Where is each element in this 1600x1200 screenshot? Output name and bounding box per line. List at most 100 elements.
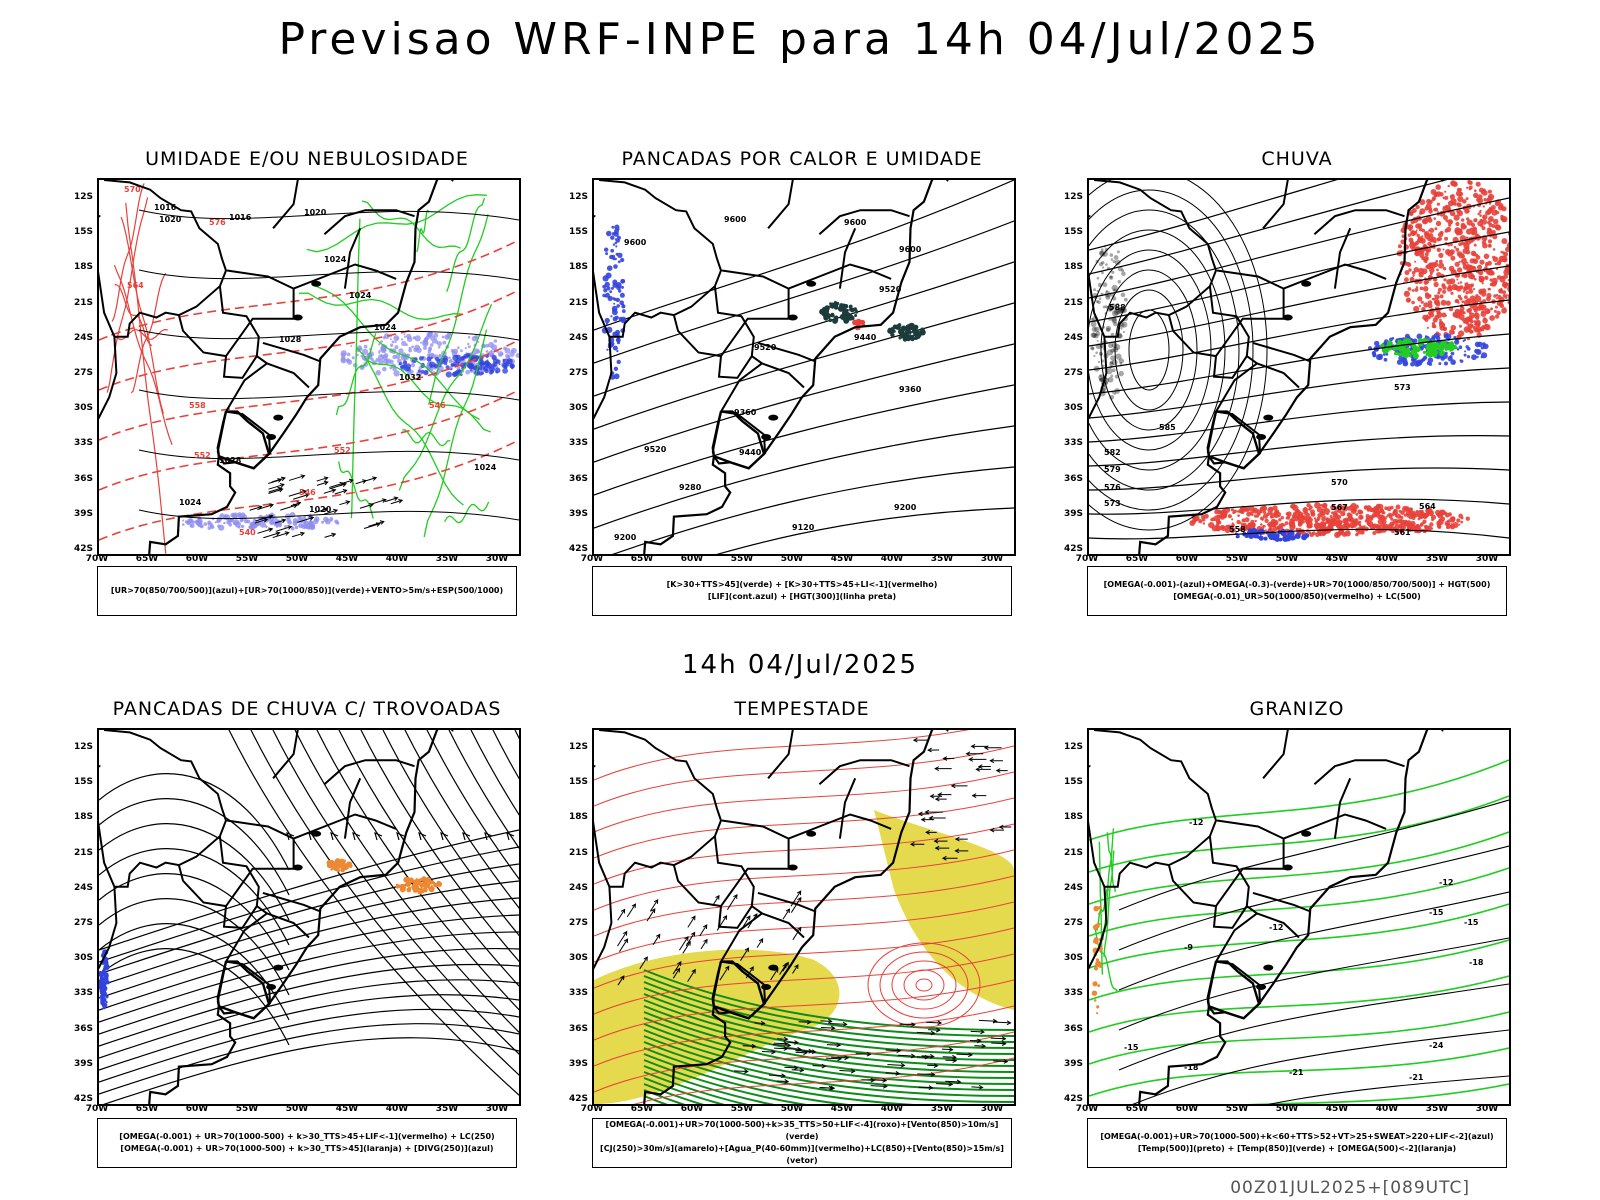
contour-label: 9600 xyxy=(844,218,867,227)
lat-tick: 21S xyxy=(73,847,93,858)
lon-tick: 40W xyxy=(1375,554,1399,564)
lon-tick: 55W xyxy=(730,1104,754,1114)
contour-label: 1024 xyxy=(349,291,372,300)
legend-line: [CJ(250)>30m/s](amarelo)+[Agua_P(40-60mm… xyxy=(600,1144,1004,1165)
legend-line: [OMEGA(-0.001) + UR>70(1000-500) + k>30_… xyxy=(120,1144,494,1153)
lat-tick: 12S xyxy=(1063,192,1083,202)
lat-tick: 24S xyxy=(568,332,588,343)
lat-tick: 27S xyxy=(568,368,588,378)
panel-title-chuva: CHUVA xyxy=(1261,148,1333,170)
contour-label: 9200 xyxy=(614,533,637,542)
lat-tick: 33S xyxy=(73,438,93,449)
lat-tick: 12S xyxy=(73,742,93,752)
height-label: 546 xyxy=(429,401,446,410)
contour-label: -12 xyxy=(1189,818,1203,827)
lat-tick: 27S xyxy=(1063,368,1083,378)
lon-tick: 30W xyxy=(485,554,509,564)
lon-tick: 45W xyxy=(830,1104,854,1114)
contour-label: -15 xyxy=(1124,1043,1139,1052)
contour-label: -15 xyxy=(1429,908,1444,917)
legend-tempestade: [OMEGA(-0.001)+UR>70(1000-500)+k>35_TTS>… xyxy=(592,1118,1012,1168)
lon-tick: 40W xyxy=(385,554,409,564)
lon-tick: 30W xyxy=(485,1104,509,1114)
lon-tick: 30W xyxy=(980,554,1004,564)
lat-tick: 24S xyxy=(73,882,93,893)
lon-tick: 45W xyxy=(830,554,854,564)
lat-tick: 36S xyxy=(568,473,588,484)
contour-label: 9360 xyxy=(734,408,757,417)
lon-tick: 35W xyxy=(930,554,954,564)
height-label: 558 xyxy=(189,401,206,410)
lon-tick: 55W xyxy=(235,1104,259,1114)
lat-tick: 39S xyxy=(73,1058,93,1069)
lat-tick: 15S xyxy=(568,777,588,788)
lon-tick: 45W xyxy=(335,1104,359,1114)
lat-tick: 27S xyxy=(1063,918,1083,928)
mid-title: 14h 04/Jul/2025 xyxy=(682,650,918,680)
lat-tick: 21S xyxy=(73,297,93,308)
contour-label: 1020 xyxy=(304,208,327,217)
lat-tick: 42S xyxy=(1063,1094,1083,1104)
contour-label: 573 xyxy=(1394,383,1411,392)
legend-line: [OMEGA(-0.001)+UR>70(1000-500)+k<60+TTS>… xyxy=(1100,1132,1494,1141)
map-canvas: -12 -12 -15 -12 -18 -15 -9 -18 -21 -21 -24 -15 xyxy=(1089,730,1509,1104)
lon-tick: 50W xyxy=(780,554,804,564)
lat-tick: 12S xyxy=(73,192,93,202)
lon-tick: 30W xyxy=(980,1104,1004,1114)
lon-tick: 50W xyxy=(1275,1104,1299,1114)
lat-tick: 36S xyxy=(1063,473,1083,484)
map-canvas: 1020101610161020102410241028102410321028… xyxy=(99,180,519,554)
lat-tick: 18S xyxy=(568,262,588,273)
lon-tick: 60W xyxy=(185,1104,209,1114)
map-umidade: 1020 1016 1016 1020 1024 1024 1028 1024 1032 1028… xyxy=(97,178,521,556)
panel-title-granizo: GRANIZO xyxy=(1249,698,1345,720)
lat-tick: 42S xyxy=(1063,544,1083,554)
lat-tick: 18S xyxy=(73,812,93,823)
lon-tick: 30W xyxy=(1475,1104,1499,1114)
lat-tick: 27S xyxy=(568,918,588,928)
lat-tick: 15S xyxy=(1063,227,1083,238)
lon-tick: 65W xyxy=(135,1104,159,1114)
map-pancadas-calor: 9600 9600 9600 9600 9520 9520 9440 9440 9360 9520… xyxy=(592,178,1016,556)
map-canvas xyxy=(594,730,1014,1104)
legend-pancadas-trovoadas: [OMEGA(-0.001) + UR>70(1000-500) + k>30_… xyxy=(97,1118,517,1168)
main-title: Previsao WRF-INPE para 14h 04/Jul/2025 xyxy=(278,14,1322,65)
contour-label: -18 xyxy=(1469,958,1484,967)
contour-label: -21 xyxy=(1289,1068,1304,1077)
lat-tick: 18S xyxy=(1063,812,1083,823)
lon-tick: 55W xyxy=(730,554,754,564)
legend-line: [OMEGA(-0.001)+UR>70(1000-500)+k>35_TTS>… xyxy=(605,1120,999,1141)
lat-tick: 24S xyxy=(1063,882,1083,893)
contour-label: 9280 xyxy=(679,483,702,492)
contour-label: -12 xyxy=(1269,923,1283,932)
lon-tick: 40W xyxy=(385,1104,409,1114)
contour-label: 579 xyxy=(1104,465,1121,474)
contour-label: 573 xyxy=(1104,499,1121,508)
lat-tick: 36S xyxy=(73,473,93,484)
contour-label: 1020 xyxy=(159,215,182,224)
contour-label: 564 xyxy=(1419,502,1436,511)
lon-tick: 65W xyxy=(1125,1104,1149,1114)
legend-granizo: [OMEGA(-0.001)+UR>70(1000-500)+k<60+TTS>… xyxy=(1087,1118,1507,1168)
lat-tick: 21S xyxy=(1063,297,1083,308)
contour-label: 9440 xyxy=(739,448,762,457)
panel-title-umidade: UMIDADE E/OU NEBULOSIDADE xyxy=(145,148,469,170)
lat-tick: 24S xyxy=(73,332,93,343)
lat-tick: 30S xyxy=(73,953,93,964)
contour-label: 9520 xyxy=(754,343,777,352)
lon-tick: 65W xyxy=(630,1104,654,1114)
lon-tick: 60W xyxy=(185,554,209,564)
lat-tick: 39S xyxy=(73,508,93,519)
lon-tick: 60W xyxy=(680,554,704,564)
lat-tick: 39S xyxy=(568,508,588,519)
lon-tick: 35W xyxy=(435,554,459,564)
lat-tick: 42S xyxy=(73,1094,93,1104)
lat-tick: 21S xyxy=(1063,847,1083,858)
contour-label: 1028 xyxy=(279,335,302,344)
lon-tick: 70W xyxy=(85,554,109,564)
contour-label: 561 xyxy=(1394,528,1411,537)
contour-label: 9120 xyxy=(792,523,815,532)
lat-tick: 18S xyxy=(568,812,588,823)
legend-chuva: [OMEGA(-0.001)-(azul)+OMEGA(-0.3)-(verde… xyxy=(1087,566,1507,616)
lon-tick: 55W xyxy=(1225,554,1249,564)
